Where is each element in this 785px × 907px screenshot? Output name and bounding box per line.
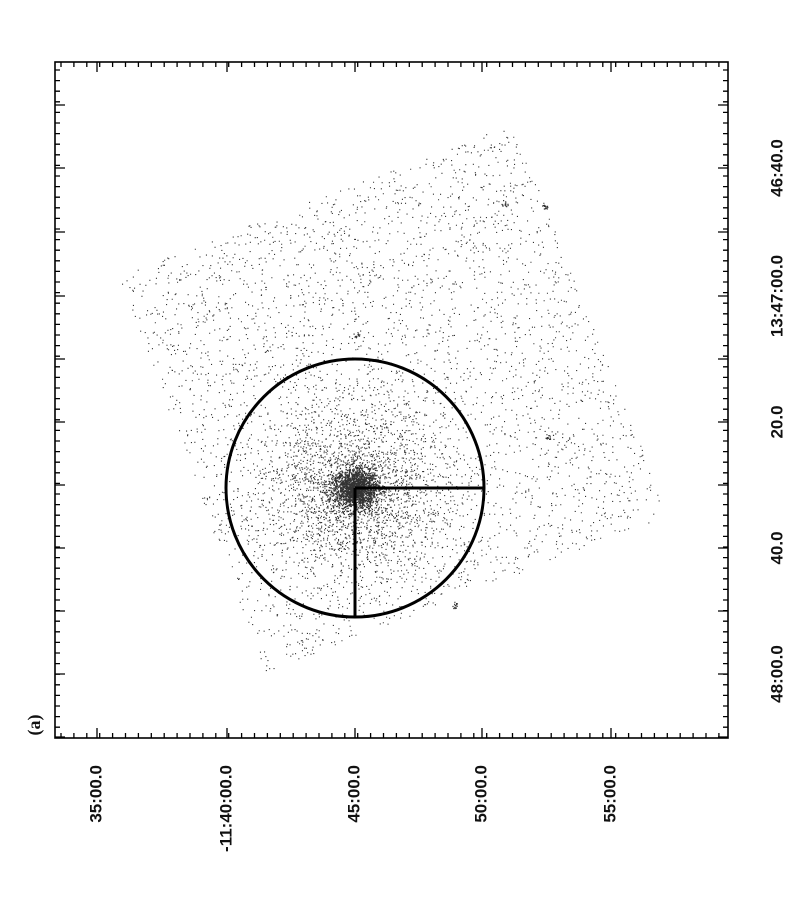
photon-scatter [122, 130, 660, 672]
axis-ticks [55, 62, 728, 739]
bottom-axis-label-1: -11:40:00.0 [216, 765, 235, 852]
extraction-region [224, 357, 486, 619]
bottom-axis-label-2: 45:00.0 [344, 765, 363, 823]
right-axis-label-3: 40.0 [767, 531, 785, 564]
photon-events [122, 130, 660, 672]
bottom-axis-label-0: 35:00.0 [86, 765, 105, 823]
plot-frame [54, 61, 729, 739]
bottom-axis-label-3: 50:00.0 [471, 765, 490, 823]
panel-label: (a) [24, 715, 45, 736]
tick-marks [55, 62, 728, 739]
right-axis-label-2: 20.0 [767, 405, 785, 438]
right-axis-label-0: 46:40.0 [767, 139, 785, 197]
right-axis-label-4: 48:00.0 [767, 645, 785, 703]
right-axis-label-1: 13:47:00.0 [767, 255, 785, 337]
bottom-axis-label-4: 55:00.0 [600, 765, 619, 823]
